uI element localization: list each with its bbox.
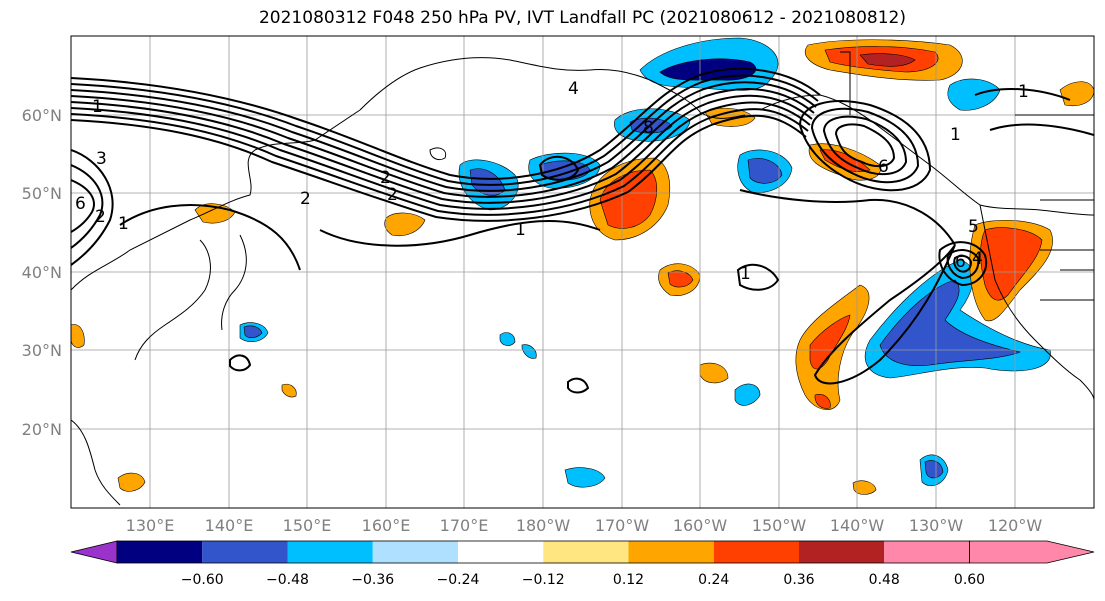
contour-label: 6 [955, 252, 966, 272]
contour-label: 5 [968, 217, 979, 237]
contour-label: 6 [75, 194, 86, 214]
contour-label: 1 [1018, 82, 1029, 102]
contour-label: 1 [515, 220, 526, 240]
lon-label: 170°W [595, 516, 650, 535]
colorbar-segment [799, 541, 885, 563]
contour-label: 1 [92, 97, 103, 117]
colorbar-segment [628, 541, 714, 563]
contour-label: 3 [96, 149, 107, 169]
map-frame [70, 35, 1095, 509]
lon-label: 120°W [988, 516, 1043, 535]
colorbar-segment [713, 541, 799, 563]
colorbar-tick: 0.48 [869, 572, 900, 588]
lon-label: 170°E [440, 516, 489, 535]
colorbar-segment [202, 541, 288, 563]
latitude-labels: 60°N 50°N 40°N 30°N 20°N [22, 106, 62, 439]
colorbar-segment [287, 541, 373, 563]
longitude-labels: 130°E 140°E 150°E 160°E 170°E 180°W 170°… [126, 516, 1043, 535]
lon-label: 130°W [909, 516, 964, 535]
colorbar-segment [543, 541, 629, 563]
contour-label: 4 [972, 249, 983, 269]
lat-label: 20°N [22, 420, 62, 439]
colorbar-tick: −0.36 [351, 572, 394, 588]
lon-label: 160°E [362, 516, 411, 535]
colorbar-segment [884, 541, 970, 563]
lat-label: 50°N [22, 184, 62, 203]
lon-label: 140°W [830, 516, 885, 535]
colorbar-tick: −0.48 [266, 572, 309, 588]
colorbar-segment [458, 541, 544, 563]
colorbar-tick: −0.24 [437, 572, 480, 588]
colorbar-tick: 0.24 [698, 572, 729, 588]
pv-contours [71, 67, 1094, 394]
lon-label: 160°W [673, 516, 728, 535]
colorbar: −0.60 −0.48 −0.36 −0.24 −0.12 0.12 0.24 … [70, 540, 1095, 588]
lon-label: 150°E [283, 516, 332, 535]
colorbar-tick: 0.12 [613, 572, 644, 588]
colorbar-extend-min [70, 540, 118, 564]
lon-label: 150°W [752, 516, 807, 535]
contour-label: 2 [380, 168, 391, 188]
lon-label: 140°E [205, 516, 254, 535]
coastlines [71, 51, 1094, 506]
contour-label: 8 [643, 118, 654, 138]
contour-labels: 1 3 6 2 1 2 1 2 4 8 1 6 5 1 6 4 1 2 [75, 79, 1029, 284]
colorbar-tick: 0.36 [783, 572, 814, 588]
contour-label: 4 [568, 79, 579, 99]
colorbar-tick: −0.12 [522, 572, 565, 588]
lat-label: 40°N [22, 263, 62, 282]
contour-label: 1 [740, 264, 751, 284]
contour-label: 1 [950, 125, 961, 145]
lon-label: 130°E [126, 516, 175, 535]
map-title: 2021080312 F048 250 hPa PV, IVT Landfall… [258, 8, 906, 28]
lon-label: 180°W [516, 516, 571, 535]
lat-label: 60°N [22, 106, 62, 125]
contour-label: 1 [118, 214, 129, 234]
colorbar-segment [372, 541, 458, 563]
contour-label: 2 [300, 189, 311, 209]
colorbar-outline [116, 540, 970, 564]
colorbar-tick: −0.60 [181, 572, 224, 588]
pv-shading [71, 37, 1094, 495]
colorbar-segment [117, 541, 203, 563]
contour-label: 2 [387, 185, 398, 205]
colorbar-tick: 0.60 [954, 572, 985, 588]
contour-label: 6 [878, 157, 889, 177]
lat-label: 30°N [22, 341, 62, 360]
colorbar-extend-max [969, 540, 1095, 564]
contour-label: 2 [95, 207, 106, 227]
